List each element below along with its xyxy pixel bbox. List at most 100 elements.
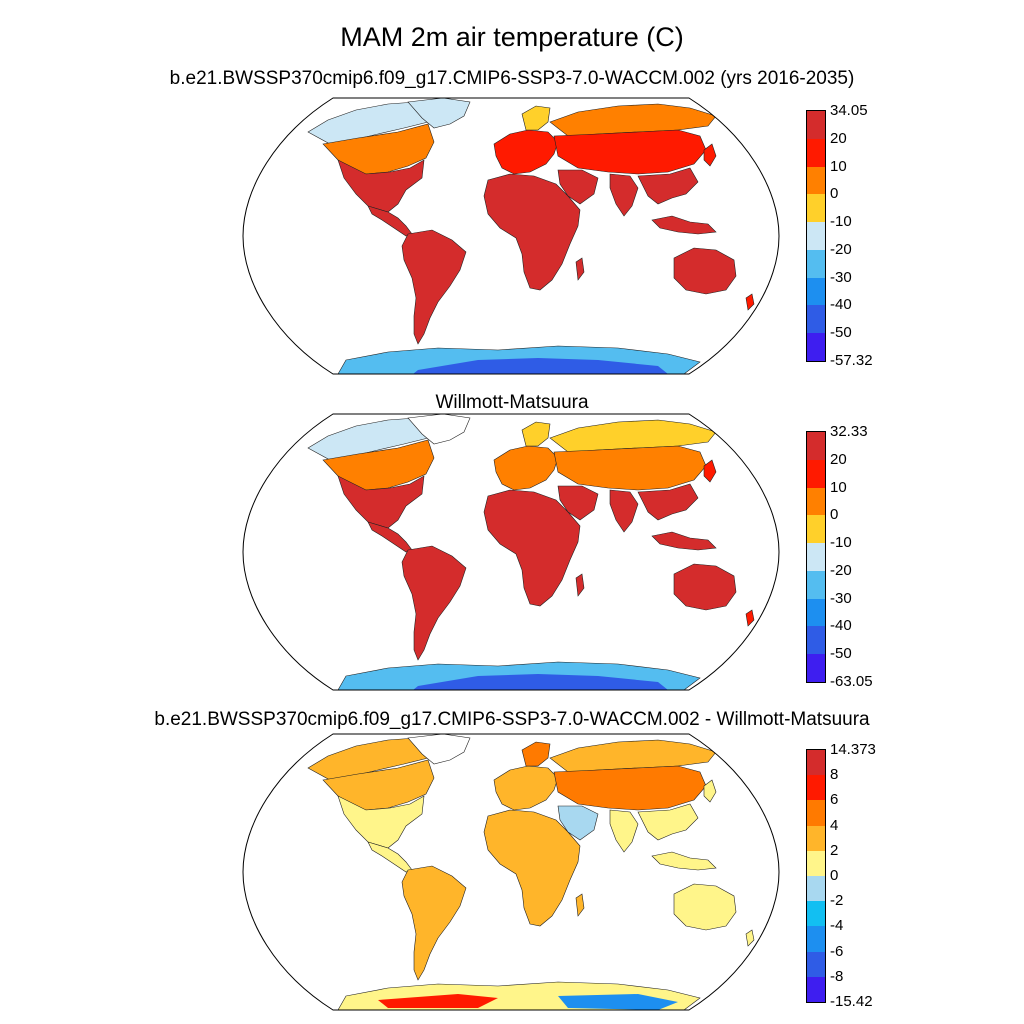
colorbar-tick-label: -8 — [830, 967, 844, 985]
colorbar-swatch — [807, 222, 825, 250]
colorbar-swatch — [807, 875, 825, 902]
region-madagascar — [575, 893, 585, 917]
region-japan — [703, 779, 717, 803]
map-outline — [242, 733, 780, 1011]
region-indonesia — [651, 851, 717, 871]
colorbar-tick-label: -30 — [830, 268, 852, 286]
region-mideast — [557, 169, 599, 205]
region-asia_mid — [553, 129, 707, 175]
region-australia — [673, 247, 737, 295]
colorbar-swatch — [807, 305, 825, 334]
region-europe — [493, 445, 559, 491]
colorbar-tick-label: -2 — [830, 892, 844, 910]
colorbar-tick-label: 14.373 — [830, 741, 876, 758]
colorbar-tick-label: 4 — [830, 816, 839, 834]
colorbar-swatch — [807, 850, 825, 876]
colorbar-swatch — [807, 654, 825, 682]
colorbar-tick-label: -20 — [830, 240, 852, 258]
colorbar-tick-label: 20 — [830, 450, 847, 468]
colorbar-tick-label: 2 — [830, 841, 839, 859]
panel-title: b.e21.BWSSP370cmip6.f09_g17.CMIP6-SSP3-7… — [169, 68, 855, 89]
region-greenland — [407, 98, 471, 129]
region-asia_mid — [553, 445, 707, 491]
region-madagascar — [575, 257, 585, 281]
region-scandinavia — [521, 105, 551, 131]
colorbar-swatch — [807, 194, 825, 223]
region-seasia — [637, 167, 699, 205]
colorbar-tick-label: -50 — [830, 324, 852, 342]
colorbar-swatch — [807, 926, 825, 952]
colorbar-swatch — [807, 515, 825, 544]
colorbar-tick-label: -6 — [830, 942, 844, 960]
colorbar-swatch — [807, 750, 825, 776]
panel-title: Willmott-Matsuura — [435, 392, 589, 413]
colorbar-swatch — [807, 626, 825, 655]
colorbar-swatch — [807, 775, 825, 801]
colorbar-swatch — [807, 111, 825, 139]
region-seasia — [637, 803, 699, 841]
colorbar-tick-label: 34.05 — [830, 102, 868, 119]
colorbar-swatch — [807, 800, 825, 826]
colorbar-tick-label: -50 — [830, 645, 852, 663]
main-title: MAM 2m air temperature (C) — [340, 22, 684, 52]
region-africa — [483, 809, 581, 927]
colorbar-tick-label: 6 — [830, 791, 839, 809]
colorbar-tick-label: -57.32 — [830, 352, 873, 369]
colorbar-tick-label: -10 — [830, 534, 852, 552]
region-greenland — [407, 734, 471, 765]
colorbar-swatch — [807, 333, 825, 361]
colorbar-tick-label: 0 — [830, 185, 839, 203]
region-japan — [703, 143, 717, 167]
map-outline — [242, 413, 780, 691]
region-samerica — [401, 545, 467, 661]
region-indonesia — [651, 531, 717, 551]
colorbar-tick-label: -40 — [830, 617, 852, 635]
colorbar-swatch — [807, 598, 825, 627]
antarctic-interior — [413, 674, 668, 690]
colorbar-swatch — [807, 901, 825, 927]
model-temperature-map — [242, 97, 780, 375]
region-mideast — [557, 805, 599, 841]
colorbar-swatch — [807, 825, 825, 851]
colorbar-tick-label: -4 — [830, 917, 844, 935]
colorbar-tick-label: -30 — [830, 589, 852, 607]
region-indonesia — [651, 215, 717, 235]
region-na_south — [337, 795, 425, 849]
region-australia — [673, 883, 737, 931]
region-madagascar — [575, 573, 585, 597]
colorbar-swatch — [807, 277, 825, 306]
colorbar-swatch — [807, 976, 825, 1002]
antarctic-interior — [413, 358, 668, 374]
colorbar-tick-label: 0 — [830, 867, 839, 884]
region-europe — [493, 129, 559, 175]
colorbar-swatch — [807, 951, 825, 977]
antarctic-cool-anomaly — [558, 994, 678, 1010]
region-nz — [745, 293, 755, 311]
region-samerica — [401, 865, 467, 981]
region-na_south — [337, 475, 425, 529]
colorbar-swatch — [807, 432, 825, 460]
colorbar-tick-label: -10 — [830, 213, 852, 231]
antarctic-warm-anomaly — [378, 994, 498, 1008]
colorbar-swatch — [807, 487, 825, 516]
colorbar-swatch — [807, 459, 825, 488]
observation-temperature-map — [242, 413, 780, 691]
colorbar-tick-label: -40 — [830, 296, 852, 314]
region-india — [609, 173, 639, 217]
region-nz — [745, 929, 755, 947]
observation-colorbar — [806, 431, 826, 683]
region-seasia — [637, 483, 699, 521]
colorbar-tick-label: -63.05 — [830, 673, 873, 690]
region-india — [609, 809, 639, 853]
colorbar-swatch — [807, 543, 825, 571]
colorbar-tick-label: 10 — [830, 478, 847, 496]
region-na_south — [337, 159, 425, 213]
colorbar-tick-label: -20 — [830, 561, 852, 579]
panel-title: b.e21.BWSSP370cmip6.f09_g17.CMIP6-SSP3-7… — [154, 709, 870, 730]
region-mideast — [557, 485, 599, 521]
colorbar-tick-label: 8 — [830, 766, 839, 784]
colorbar-swatch — [807, 166, 825, 195]
region-greenland — [407, 414, 471, 445]
colorbar-swatch — [807, 138, 825, 167]
region-nz — [745, 609, 755, 627]
